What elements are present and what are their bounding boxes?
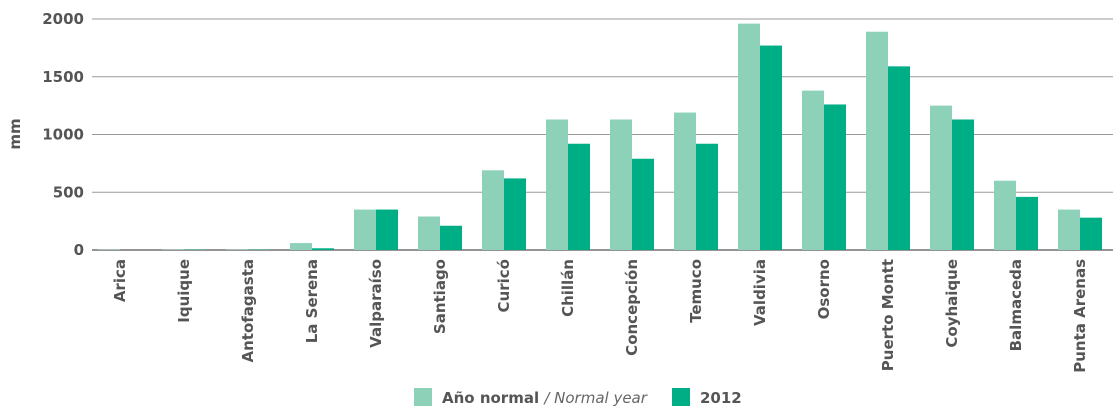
y-tick-label: 2000	[42, 10, 84, 28]
y-tick-label: 1000	[42, 126, 84, 144]
legend-swatch-normal-year	[414, 388, 432, 406]
bar-normal-year	[546, 119, 568, 250]
y-tick-label: 500	[53, 183, 84, 201]
legend-label-normal-year-main: Año normal	[442, 389, 539, 407]
bar-2012	[376, 209, 398, 250]
bar-normal-year	[930, 105, 952, 250]
bar-normal-year	[802, 90, 824, 250]
x-tick-label: La Serena	[303, 259, 321, 343]
legend-label-normal-year-suffix: / Normal year	[542, 389, 647, 407]
x-tick-label: Concepción	[623, 259, 641, 356]
legend-swatch-2012	[672, 388, 690, 406]
bar-normal-year	[866, 31, 888, 250]
x-tick-label: Osorno	[815, 259, 833, 319]
x-tick-label: Arica	[111, 259, 129, 302]
y-axis-title: mm	[6, 118, 24, 149]
x-tick-label: Punta Arenas	[1071, 259, 1089, 373]
bar-2012	[632, 158, 654, 250]
x-tick-label: Balmaceda	[1007, 259, 1025, 351]
bar-2012	[312, 248, 334, 250]
x-tick-label: Valdivia	[751, 259, 769, 326]
legend-label-2012: 2012	[700, 389, 742, 407]
bar-2012	[504, 178, 526, 250]
x-tick-label: Temuco	[687, 259, 705, 323]
bar-normal-year	[994, 180, 1016, 250]
bar-2012	[1080, 217, 1102, 250]
bar-normal-year	[290, 243, 312, 250]
x-tick-label: Coyhaique	[943, 259, 961, 348]
x-tick-label: Curicó	[495, 259, 513, 312]
bar-2012	[760, 45, 782, 250]
x-tick-label: Antofagasta	[239, 259, 257, 363]
legend-label-normal-year: Año normal / Normal year	[442, 389, 648, 407]
x-tick-label: Chillán	[559, 259, 577, 317]
bar-normal-year	[482, 170, 504, 250]
bar-normal-year	[738, 23, 760, 251]
x-tick-label: Puerto Montt	[879, 259, 897, 371]
bar-normal-year	[418, 216, 440, 250]
bar-2012	[1016, 196, 1038, 250]
y-tick-label: 0	[74, 241, 84, 259]
y-axis-tick-labels: 0 500 1000 1500 2000	[42, 10, 84, 259]
bar-normal-year	[354, 209, 376, 250]
bar-2012	[568, 143, 590, 250]
bar-2012	[824, 104, 846, 250]
bar-normal-year	[610, 119, 632, 250]
bar-2012	[440, 225, 462, 250]
x-tick-label: Santiago	[431, 259, 449, 334]
bar-2012	[888, 66, 910, 250]
x-tick-label: Valparaíso	[367, 259, 385, 348]
bar-2012	[696, 143, 718, 250]
y-tick-label: 1500	[42, 68, 84, 86]
legend: Año normal / Normal year 2012	[414, 388, 742, 407]
bar-normal-year	[674, 112, 696, 251]
bar-2012	[952, 119, 974, 250]
bar-normal-year	[1058, 209, 1080, 250]
x-tick-label: Iquique	[175, 259, 193, 323]
bars	[98, 23, 1102, 251]
x-axis-tick-labels: Arica Iquique Antofagasta La Serena Valparaí…	[111, 259, 1089, 373]
